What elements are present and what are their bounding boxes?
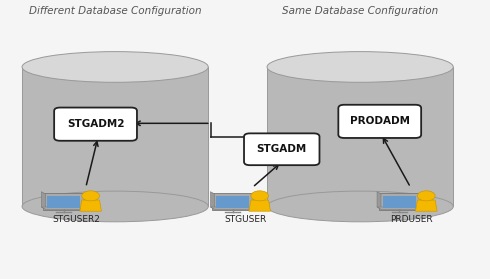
FancyBboxPatch shape	[47, 196, 80, 208]
Text: Same Database Configuration: Same Database Configuration	[282, 6, 438, 16]
FancyBboxPatch shape	[213, 193, 253, 210]
Ellipse shape	[267, 52, 453, 82]
Text: PRODADM: PRODADM	[350, 116, 410, 126]
FancyBboxPatch shape	[383, 196, 416, 208]
Ellipse shape	[22, 191, 208, 222]
Polygon shape	[41, 192, 45, 209]
Polygon shape	[22, 67, 208, 206]
Polygon shape	[211, 207, 251, 209]
Polygon shape	[267, 67, 453, 206]
Text: Different Database Configuration: Different Database Configuration	[29, 6, 201, 16]
Text: STGUSER: STGUSER	[224, 215, 266, 224]
FancyBboxPatch shape	[54, 107, 137, 141]
Polygon shape	[80, 200, 101, 211]
Circle shape	[251, 191, 269, 201]
Polygon shape	[377, 192, 381, 209]
Ellipse shape	[267, 191, 453, 222]
Text: PRDUSER: PRDUSER	[391, 215, 433, 224]
Polygon shape	[41, 207, 82, 209]
Circle shape	[417, 191, 435, 201]
FancyBboxPatch shape	[244, 133, 319, 165]
Ellipse shape	[22, 52, 208, 82]
FancyBboxPatch shape	[43, 193, 84, 210]
Text: STGADM: STGADM	[257, 144, 307, 154]
Polygon shape	[249, 200, 270, 211]
Polygon shape	[211, 192, 215, 209]
Polygon shape	[377, 207, 417, 209]
FancyBboxPatch shape	[217, 196, 249, 208]
FancyBboxPatch shape	[379, 193, 419, 210]
FancyBboxPatch shape	[338, 105, 421, 138]
Polygon shape	[416, 200, 437, 211]
Circle shape	[82, 191, 99, 201]
Text: STGADM2: STGADM2	[67, 119, 124, 129]
Text: STGUSER2: STGUSER2	[52, 215, 100, 224]
